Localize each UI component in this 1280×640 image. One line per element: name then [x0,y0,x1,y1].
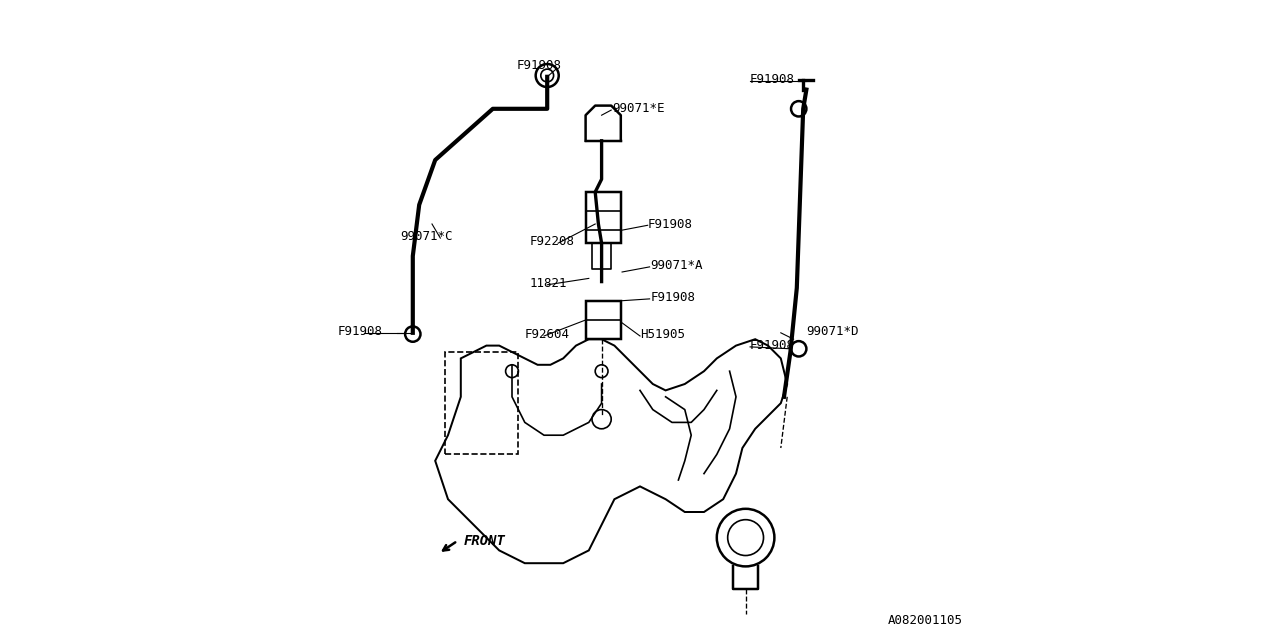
Text: F91908: F91908 [750,339,795,352]
Text: F91908: F91908 [338,325,383,338]
Text: H51905: H51905 [640,328,685,341]
Text: F91908: F91908 [750,73,795,86]
Text: A082001105: A082001105 [887,614,963,627]
Text: 99071*A: 99071*A [650,259,703,272]
Text: F92208: F92208 [530,236,575,248]
FancyBboxPatch shape [585,301,621,339]
Text: 11821: 11821 [530,277,567,290]
Text: F91908: F91908 [648,218,692,230]
Text: FRONT: FRONT [465,534,506,548]
Text: F92604: F92604 [525,328,570,341]
Text: 99071*C: 99071*C [399,230,453,243]
Text: 99071*D: 99071*D [806,325,859,338]
FancyBboxPatch shape [585,192,621,243]
Text: 99071*E: 99071*E [612,102,664,115]
Text: F91908: F91908 [517,60,562,72]
Text: F91908: F91908 [650,291,695,304]
